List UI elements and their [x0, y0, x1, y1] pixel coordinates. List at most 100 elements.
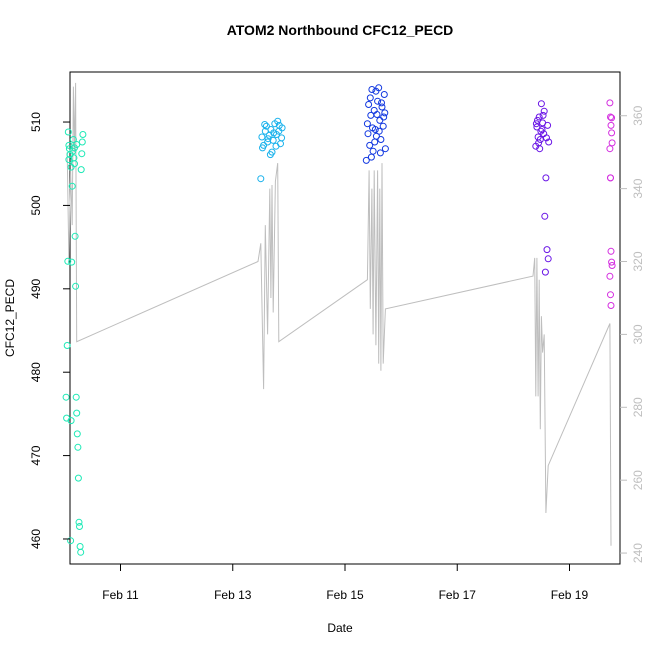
y2-tick-label: 260 [631, 470, 645, 490]
data-point [363, 120, 371, 128]
data-point [371, 138, 379, 146]
data-point [608, 129, 616, 137]
y-tick-label: 460 [29, 529, 43, 549]
y2-tick-label: 340 [631, 178, 645, 198]
data-point [68, 258, 76, 266]
data-point [270, 129, 278, 137]
data-point [607, 121, 615, 129]
data-point [607, 291, 614, 299]
data-point [381, 145, 389, 153]
y-tick-label: 480 [29, 362, 43, 382]
data-point [72, 393, 80, 401]
line-series [66, 82, 612, 546]
data-point [380, 91, 388, 98]
data-point [544, 121, 552, 129]
data-point [275, 121, 283, 129]
data-point [262, 122, 270, 130]
data-point [272, 142, 280, 150]
chart-title: ATOM2 Northbound CFC12_PECD [227, 22, 454, 38]
data-point [68, 182, 76, 190]
data-point [63, 342, 71, 349]
y2-tick-label: 320 [631, 251, 645, 271]
data-point [366, 141, 374, 149]
data-point [369, 147, 377, 155]
data-point [259, 144, 266, 152]
y-tick-label: 500 [29, 195, 43, 215]
data-point [78, 150, 86, 158]
data-point [373, 111, 381, 118]
data-point [538, 126, 546, 133]
data-point [367, 153, 375, 161]
data-point [378, 99, 385, 107]
data-point [379, 122, 387, 130]
y-axis-left: 460 470 480 490 500 510 [29, 112, 70, 549]
data-point [535, 139, 543, 147]
x-tick-label: Feb 17 [439, 588, 477, 602]
data-point [377, 136, 385, 143]
data-point [607, 113, 614, 121]
data-point [71, 232, 79, 240]
data-point [64, 257, 72, 265]
data-point [372, 87, 380, 95]
data-point [266, 151, 274, 159]
data-point [365, 101, 373, 108]
data-point [606, 272, 614, 280]
data-point [608, 114, 616, 122]
data-point [74, 443, 82, 451]
data-point [368, 86, 376, 93]
y2-tick-label: 360 [631, 105, 645, 125]
x-axis-label: Date [327, 621, 353, 635]
data-point [74, 474, 82, 482]
x-tick-label: Feb 11 [102, 588, 139, 602]
data-point [64, 128, 72, 136]
data-point [62, 393, 70, 401]
data-point [77, 166, 85, 174]
data-point [73, 409, 81, 417]
data-point [67, 537, 75, 545]
data-point [376, 116, 384, 124]
data-point [541, 212, 549, 220]
data-point [65, 141, 73, 149]
data-point [537, 127, 545, 135]
data-point [258, 133, 266, 141]
data-point [537, 100, 545, 108]
y-tick-label: 510 [29, 112, 43, 132]
points-layer [62, 84, 616, 556]
secondary-line-layer [66, 82, 612, 546]
data-point [264, 135, 272, 143]
data-point [608, 139, 616, 147]
data-point [76, 523, 83, 530]
y2-tick-label: 300 [631, 324, 645, 344]
data-point [69, 136, 77, 143]
x-tick-label: Feb 15 [326, 588, 364, 602]
data-point [606, 99, 614, 107]
data-point [72, 282, 80, 290]
data-point [608, 258, 616, 266]
data-point [375, 127, 383, 135]
data-point [607, 247, 615, 255]
data-point [69, 147, 77, 155]
data-point [534, 116, 541, 124]
data-point [73, 141, 81, 148]
data-point [73, 430, 81, 438]
data-point [376, 149, 384, 157]
x-tick-label: Feb 13 [214, 588, 252, 602]
data-point [542, 174, 550, 182]
data-point [67, 163, 75, 171]
data-point [75, 518, 83, 526]
data-point [67, 417, 75, 425]
data-point [374, 97, 382, 105]
data-point [78, 138, 86, 146]
data-point [607, 302, 615, 309]
data-point [380, 113, 388, 121]
data-point [79, 131, 87, 138]
y-tick-label: 490 [29, 278, 43, 298]
y-axis-right: 240 260 280 300 320 340 360 [620, 105, 645, 563]
y-axis-label: CFC12_PECD [3, 279, 17, 357]
data-point [532, 120, 540, 128]
data-point [381, 109, 389, 117]
data-point [261, 121, 269, 128]
data-point [76, 543, 84, 550]
data-point [369, 124, 376, 132]
